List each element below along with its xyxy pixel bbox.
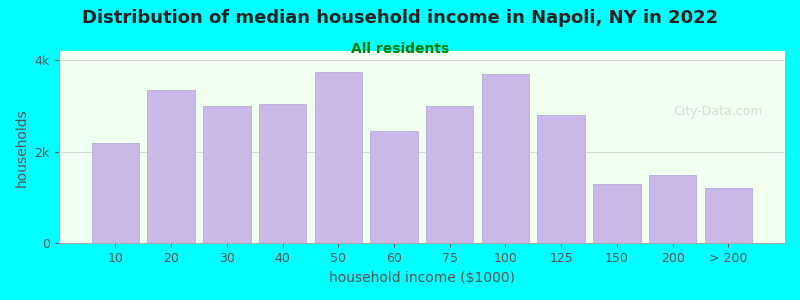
Bar — [649, 175, 696, 243]
Bar — [92, 142, 139, 243]
Bar — [259, 104, 306, 243]
Bar — [593, 184, 641, 243]
Bar — [705, 188, 752, 243]
Text: City-Data.com: City-Data.com — [674, 105, 763, 118]
Bar — [426, 106, 474, 243]
Bar — [482, 74, 529, 243]
X-axis label: household income ($1000): household income ($1000) — [329, 271, 515, 285]
Bar — [314, 72, 362, 243]
Bar — [370, 131, 418, 243]
Bar — [147, 90, 195, 243]
Bar — [203, 106, 250, 243]
Text: Distribution of median household income in Napoli, NY in 2022: Distribution of median household income … — [82, 9, 718, 27]
Y-axis label: households: households — [15, 108, 29, 187]
Text: All residents: All residents — [351, 42, 449, 56]
Bar — [538, 115, 585, 243]
